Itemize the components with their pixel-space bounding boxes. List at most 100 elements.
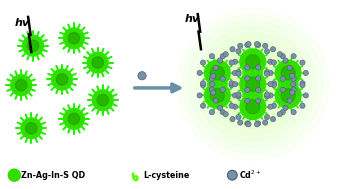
Circle shape <box>15 79 27 91</box>
Circle shape <box>197 70 202 76</box>
Circle shape <box>236 49 241 54</box>
Circle shape <box>291 110 296 115</box>
Circle shape <box>280 110 285 115</box>
Circle shape <box>291 82 296 87</box>
Circle shape <box>303 93 308 98</box>
Circle shape <box>236 114 241 120</box>
Circle shape <box>240 71 265 97</box>
Circle shape <box>268 104 273 109</box>
Circle shape <box>229 103 234 108</box>
Text: hv: hv <box>14 18 29 28</box>
Circle shape <box>200 81 206 86</box>
Text: Zn-Ag-In-S QD: Zn-Ag-In-S QD <box>21 171 85 180</box>
Circle shape <box>281 88 295 102</box>
Circle shape <box>209 53 214 59</box>
Circle shape <box>93 90 113 110</box>
Circle shape <box>245 76 250 81</box>
Circle shape <box>64 108 84 129</box>
Circle shape <box>264 114 269 120</box>
Circle shape <box>268 59 273 64</box>
Circle shape <box>210 82 215 87</box>
Circle shape <box>263 120 268 125</box>
Circle shape <box>26 123 37 134</box>
Circle shape <box>97 94 108 106</box>
Circle shape <box>64 28 84 49</box>
Circle shape <box>246 77 260 91</box>
Circle shape <box>280 87 285 92</box>
Circle shape <box>236 71 241 77</box>
Circle shape <box>227 170 237 180</box>
Circle shape <box>233 82 238 87</box>
Circle shape <box>230 47 235 52</box>
Circle shape <box>236 94 241 99</box>
Circle shape <box>264 69 269 75</box>
Circle shape <box>280 53 285 59</box>
Circle shape <box>210 66 224 80</box>
Circle shape <box>209 110 214 115</box>
Circle shape <box>223 52 228 57</box>
Circle shape <box>271 60 277 65</box>
Circle shape <box>236 92 241 97</box>
Circle shape <box>268 70 273 76</box>
Circle shape <box>27 40 39 51</box>
Circle shape <box>200 82 206 88</box>
Circle shape <box>200 103 206 108</box>
Circle shape <box>300 60 305 65</box>
Text: hv: hv <box>185 14 200 24</box>
Circle shape <box>270 47 276 52</box>
Circle shape <box>268 93 273 98</box>
Circle shape <box>238 43 243 48</box>
Circle shape <box>220 110 225 115</box>
Circle shape <box>291 87 296 92</box>
Circle shape <box>11 75 31 95</box>
Circle shape <box>211 73 216 78</box>
Circle shape <box>246 100 260 114</box>
Circle shape <box>300 81 305 86</box>
Circle shape <box>229 81 234 86</box>
Circle shape <box>88 52 108 73</box>
Circle shape <box>220 53 225 59</box>
Circle shape <box>68 33 80 44</box>
Circle shape <box>254 122 260 127</box>
Circle shape <box>271 103 277 108</box>
Circle shape <box>245 87 250 93</box>
Circle shape <box>255 76 261 81</box>
Circle shape <box>290 73 295 78</box>
Circle shape <box>218 105 223 111</box>
Circle shape <box>209 87 214 92</box>
Circle shape <box>233 59 238 64</box>
Circle shape <box>245 98 250 104</box>
Circle shape <box>229 60 234 65</box>
Circle shape <box>223 112 228 117</box>
Text: L-cysteine: L-cysteine <box>143 171 189 180</box>
Circle shape <box>56 74 68 85</box>
Circle shape <box>271 82 277 88</box>
Circle shape <box>240 49 265 74</box>
Circle shape <box>264 94 269 99</box>
Circle shape <box>275 60 301 86</box>
Circle shape <box>255 121 261 126</box>
Circle shape <box>232 93 238 98</box>
Circle shape <box>52 69 73 90</box>
Circle shape <box>233 104 238 109</box>
Circle shape <box>268 82 273 87</box>
Circle shape <box>209 76 214 81</box>
Circle shape <box>200 60 206 65</box>
Circle shape <box>229 82 234 88</box>
Circle shape <box>230 116 235 122</box>
Circle shape <box>290 90 295 95</box>
Circle shape <box>236 69 241 75</box>
Circle shape <box>213 65 219 70</box>
Circle shape <box>264 71 269 77</box>
Circle shape <box>287 65 292 70</box>
Circle shape <box>138 72 146 80</box>
Circle shape <box>210 88 224 102</box>
Circle shape <box>264 49 269 54</box>
Circle shape <box>255 65 261 70</box>
Circle shape <box>291 53 296 59</box>
Circle shape <box>291 76 296 81</box>
Circle shape <box>68 113 80 125</box>
Circle shape <box>8 169 20 181</box>
Circle shape <box>220 87 225 92</box>
Circle shape <box>277 52 282 57</box>
